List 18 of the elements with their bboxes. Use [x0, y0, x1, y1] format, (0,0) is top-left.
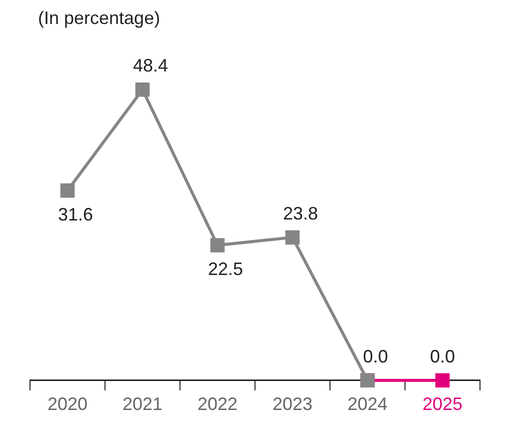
data-label: 22.5 [208, 259, 244, 280]
x-tick-label: 2023 [272, 394, 313, 414]
point [135, 82, 150, 97]
point [210, 238, 225, 252]
point [60, 183, 75, 198]
data-label: 0.0 [362, 346, 388, 366]
x-tick-label: 2024 [347, 394, 388, 414]
x-tick-label: 2020 [47, 394, 88, 414]
data-label: 0.0 [430, 346, 456, 366]
point [285, 230, 300, 245]
x-tick-label: 2021 [122, 394, 163, 414]
data-label: 23.8 [282, 203, 318, 224]
x-tick-label: 2025 [422, 394, 463, 414]
data-label: 31.6 [58, 204, 94, 225]
chart-subtitle: (In percentage) [38, 8, 160, 29]
data-label: 48.4 [132, 56, 168, 76]
point [435, 373, 450, 388]
x-tick-label: 2022 [197, 394, 238, 414]
